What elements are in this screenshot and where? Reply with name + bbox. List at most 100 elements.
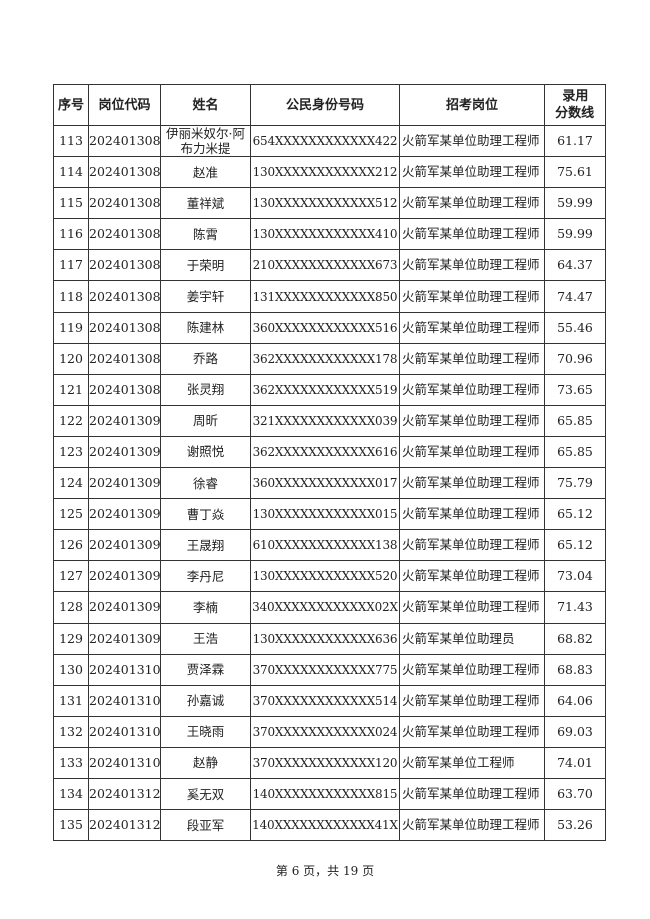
cell-position: 火箭军某单位助理工程师 — [399, 653, 545, 686]
cell-position: 火箭军某单位助理工程师 — [399, 124, 545, 158]
cell-id-number: 340XXXXXXXXXXXX02X — [250, 591, 400, 624]
cell-score: 69.03 — [544, 715, 606, 748]
cell-score: 73.04 — [544, 560, 606, 593]
cell-id-number: 210XXXXXXXXXXXX673 — [250, 249, 400, 282]
cell-position: 火箭军某单位助理工程师 — [399, 529, 545, 562]
cell-index: 119 — [53, 311, 89, 344]
cell-name: 谢照悦 — [160, 435, 251, 469]
cell-index: 131 — [53, 684, 89, 717]
cell-name: 奚无双 — [160, 777, 251, 811]
cell-score: 65.12 — [544, 498, 606, 531]
cell-position: 火箭军某单位助理工程师 — [399, 467, 545, 500]
cell-position-code: 2024013084 — [88, 218, 161, 251]
cell-score: 65.85 — [544, 435, 606, 469]
cell-score: 65.12 — [544, 529, 606, 562]
cell-position-code: 2024013099 — [88, 622, 161, 655]
cell-position-code: 2024013090 — [88, 435, 161, 469]
cell-index: 135 — [53, 809, 89, 842]
cell-position-code: 2024013089 — [88, 373, 161, 406]
cell-score: 70.96 — [544, 342, 606, 375]
table-row: 1332024013109赵静370XXXXXXXXXXXX120火箭军某单位工… — [53, 746, 606, 779]
table-row: 1252024013095曹丁焱130XXXXXXXXXXXX015火箭军某单位… — [53, 498, 606, 531]
cell-id-number: 140XXXXXXXXXXXX815 — [250, 777, 400, 811]
cell-index: 123 — [53, 435, 89, 469]
header-name: 姓名 — [160, 84, 251, 126]
table-row: 1192024013087陈建林360XXXXXXXXXXXX516火箭军某单位… — [53, 311, 606, 344]
cell-index: 125 — [53, 498, 89, 531]
cell-name: 乔路 — [160, 342, 251, 375]
cell-position: 火箭军某单位助理员 — [399, 622, 545, 655]
cell-index: 115 — [53, 187, 89, 220]
cell-id-number: 140XXXXXXXXXXXX41X — [250, 809, 400, 842]
cell-id-number: 130XXXXXXXXXXXX212 — [250, 156, 400, 189]
cell-position-code: 2024013085 — [88, 249, 161, 282]
cell-name: 孙嘉诚 — [160, 684, 251, 717]
cell-id-number: 321XXXXXXXXXXXX039 — [250, 404, 400, 437]
cell-score: 65.85 — [544, 404, 606, 437]
cell-index: 134 — [53, 777, 89, 811]
cell-index: 121 — [53, 373, 89, 406]
cell-name: 王晓雨 — [160, 715, 251, 748]
cell-id-number: 130XXXXXXXXXXXX015 — [250, 498, 400, 531]
cell-score: 71.43 — [544, 591, 606, 624]
cell-position-code: 2024013087 — [88, 311, 161, 344]
cell-id-number: 360XXXXXXXXXXXX516 — [250, 311, 400, 344]
cell-name: 段亚军 — [160, 809, 251, 842]
cell-index: 122 — [53, 404, 89, 437]
table-row: 1182024013086姜宇轩131XXXXXXXXXXXX850火箭军某单位… — [53, 280, 606, 313]
cell-position: 火箭军某单位助理工程师 — [399, 249, 545, 282]
cell-index: 128 — [53, 591, 89, 624]
cell-position-code: 2024013102 — [88, 684, 161, 717]
table-row: 1142024013083赵准130XXXXXXXXXXXX212火箭军某单位助… — [53, 156, 606, 189]
cell-id-number: 370XXXXXXXXXXXX120 — [250, 746, 400, 779]
table-row: 1162024013084陈霄130XXXXXXXXXXXX410火箭军某单位助… — [53, 218, 606, 251]
cell-score: 64.06 — [544, 684, 606, 717]
cell-position-code: 2024013098 — [88, 591, 161, 624]
cell-name: 曹丁焱 — [160, 498, 251, 531]
cell-position: 火箭军某单位工程师 — [399, 746, 545, 779]
table-row: 1232024013090谢照悦362XXXXXXXXXXXX616火箭军某单位… — [53, 435, 606, 469]
cell-score: 61.17 — [544, 124, 606, 158]
table-row: 1202024013088乔路362XXXXXXXXXXXX178火箭军某单位助… — [53, 342, 606, 375]
table-row: 1312024013102孙嘉诚370XXXXXXXXXXXX514火箭军某单位… — [53, 684, 606, 717]
cell-position: 火箭军某单位助理工程师 — [399, 809, 545, 842]
cell-index: 114 — [53, 156, 89, 189]
cell-position-code: 2024013086 — [88, 280, 161, 313]
header-score-line: 录用分数线 — [544, 84, 606, 126]
table-row: 1152024013084董祥斌130XXXXXXXXXXXX512火箭军某单位… — [53, 187, 606, 220]
cell-score: 55.46 — [544, 311, 606, 344]
header-position: 招考岗位 — [399, 84, 545, 126]
header-index: 序号 — [53, 84, 89, 126]
cell-score: 68.82 — [544, 622, 606, 655]
cell-position: 火箭军某单位助理工程师 — [399, 156, 545, 189]
cell-position: 火箭军某单位助理工程师 — [399, 715, 545, 748]
page-number: 第 6 页，共 19 页 — [275, 864, 375, 878]
cell-id-number: 370XXXXXXXXXXXX514 — [250, 684, 400, 717]
cell-score: 75.79 — [544, 467, 606, 500]
cell-name: 张灵翔 — [160, 373, 251, 406]
cell-score: 63.70 — [544, 777, 606, 811]
cell-position-code: 2024013123 — [88, 809, 161, 842]
cell-score: 74.47 — [544, 280, 606, 313]
cell-position-code: 2024013095 — [88, 498, 161, 531]
cell-index: 124 — [53, 467, 89, 500]
cell-name: 徐睿 — [160, 467, 251, 500]
cell-score: 75.61 — [544, 156, 606, 189]
cell-id-number: 370XXXXXXXXXXXX775 — [250, 653, 400, 686]
cell-name: 贾泽霖 — [160, 653, 251, 686]
cell-name: 李丹尼 — [160, 560, 251, 593]
cell-name: 董祥斌 — [160, 187, 251, 220]
cell-position: 火箭军某单位助理工程师 — [399, 591, 545, 624]
cell-name: 王晟翔 — [160, 529, 251, 562]
cell-position-code: 2024013090 — [88, 404, 161, 437]
cell-name: 赵静 — [160, 746, 251, 779]
cell-position: 火箭军某单位助理工程师 — [399, 311, 545, 344]
cell-index: 120 — [53, 342, 89, 375]
cell-position: 火箭军某单位助理工程师 — [399, 560, 545, 593]
table-row: 1352024013123段亚军140XXXXXXXXXXXX41X火箭军某单位… — [53, 809, 606, 842]
cell-index: 117 — [53, 249, 89, 282]
cell-position-code: 2024013083 — [88, 156, 161, 189]
cell-position: 火箭军某单位助理工程师 — [399, 218, 545, 251]
cell-index: 132 — [53, 715, 89, 748]
cell-index: 130 — [53, 653, 89, 686]
